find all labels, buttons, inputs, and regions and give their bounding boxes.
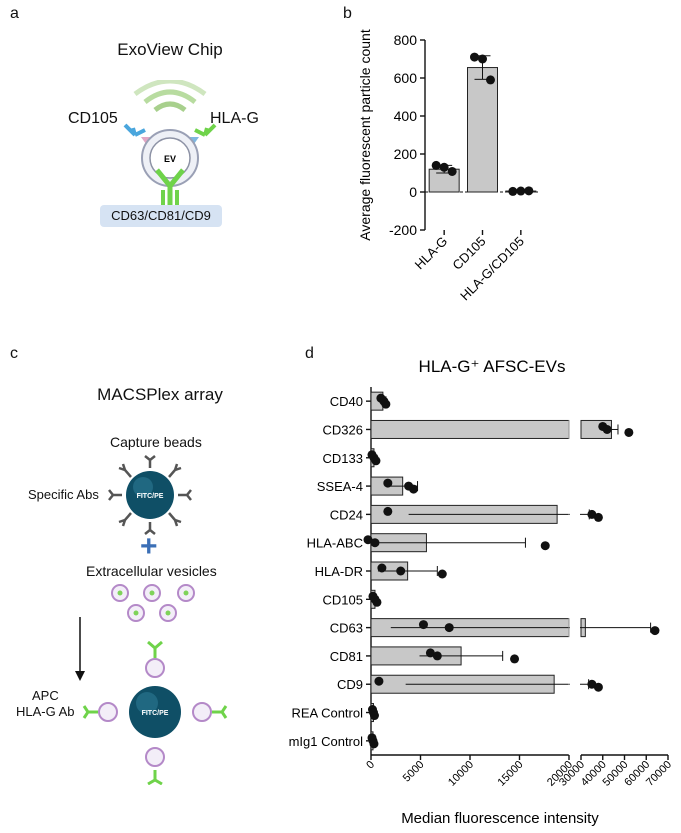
row-label: CD105 bbox=[323, 592, 363, 607]
row-label: CD133 bbox=[323, 451, 363, 466]
x-tick-label: 10000 bbox=[446, 759, 476, 789]
data-point bbox=[508, 186, 518, 196]
data-point bbox=[396, 566, 406, 576]
data-point bbox=[381, 399, 391, 409]
axis-break-gap bbox=[570, 387, 580, 763]
data-point bbox=[540, 541, 550, 551]
x-tick-label: HLA-G bbox=[412, 234, 451, 273]
row-label: CD326 bbox=[323, 422, 363, 437]
data-point bbox=[593, 512, 603, 522]
row-label: SSEA-4 bbox=[317, 479, 363, 494]
cd105-antibody-label: CD105 bbox=[68, 110, 118, 127]
row-label: CD24 bbox=[330, 507, 363, 522]
row-label: CD63 bbox=[330, 621, 363, 636]
data-point bbox=[383, 506, 393, 516]
cd105-antibody-icon bbox=[123, 123, 146, 137]
detection-complex-diagram: FITC/PE bbox=[82, 640, 228, 785]
data-point bbox=[369, 711, 379, 721]
x-tick-label: 5000 bbox=[401, 759, 427, 785]
wifi-signal-icon bbox=[133, 80, 207, 113]
row-label: mIg1 Control bbox=[289, 734, 364, 749]
data-point bbox=[369, 739, 379, 749]
panel-label-c: c bbox=[10, 345, 18, 362]
data-point bbox=[478, 54, 487, 64]
row-label: CD81 bbox=[330, 649, 363, 664]
bound-ev-icons bbox=[98, 658, 212, 767]
data-point bbox=[371, 456, 381, 466]
data-point bbox=[470, 52, 479, 62]
apc-label: APC bbox=[32, 688, 59, 703]
data-point bbox=[425, 648, 435, 658]
green-antibody-icons bbox=[82, 640, 228, 785]
plus-icon: + bbox=[140, 530, 158, 563]
specific-abs-label: Specific Abs bbox=[28, 487, 99, 502]
row-label: HLA-ABC bbox=[307, 536, 363, 551]
capture-chip: CD63/CD81/CD9 bbox=[100, 205, 222, 227]
panel-label-b: b bbox=[343, 5, 352, 22]
y-tick-label: 200 bbox=[394, 146, 418, 162]
data-point bbox=[593, 682, 603, 692]
y-tick-label: 400 bbox=[394, 108, 418, 124]
capture-bead-diagram: FITC/PE bbox=[108, 455, 192, 535]
x-axis-title: Median fluorescence intensity bbox=[401, 810, 599, 827]
row-label: CD40 bbox=[330, 394, 363, 409]
bar bbox=[370, 419, 570, 439]
bead-label-2: FITC/PE bbox=[142, 710, 169, 717]
capture-chip-label: CD63/CD81/CD9 bbox=[111, 208, 211, 223]
chart-title: HLA-G⁺ AFSC-EVs bbox=[419, 357, 566, 376]
data-point bbox=[516, 186, 526, 196]
capture-beads-label: Capture beads bbox=[110, 434, 202, 450]
data-point bbox=[444, 623, 454, 633]
arrow-down-icon bbox=[75, 617, 85, 681]
y-tick-label: 0 bbox=[409, 184, 417, 200]
exoview-title: ExoView Chip bbox=[117, 40, 223, 59]
ev-label: EV bbox=[164, 154, 176, 164]
data-point bbox=[372, 597, 382, 607]
ev-inner-circle bbox=[149, 137, 191, 179]
data-point bbox=[363, 535, 373, 545]
y-axis-title: Average fluorescent particle count bbox=[357, 29, 373, 241]
data-point bbox=[377, 563, 387, 573]
ev-cluster-icon bbox=[111, 584, 195, 622]
y-tick-label: -200 bbox=[389, 222, 417, 238]
exoview-diagram: EV bbox=[123, 80, 217, 208]
x-tick-label: 15000 bbox=[496, 759, 526, 789]
ev-text-label: Extracellular vesicles bbox=[86, 563, 217, 579]
antibody-spikes-icon bbox=[108, 455, 192, 535]
bar bbox=[467, 67, 498, 193]
data-point bbox=[383, 478, 393, 488]
y-tick-label: 800 bbox=[394, 32, 418, 48]
data-point bbox=[624, 427, 634, 437]
data-point bbox=[418, 620, 428, 630]
hlag-antibody-label: HLA-G bbox=[210, 110, 259, 127]
bead-label: FITC/PE bbox=[137, 493, 164, 500]
particle-count-chart: 800 600 400 200 0 -200 Average fluorescent par… bbox=[357, 29, 540, 303]
panel-label-d: d bbox=[305, 345, 314, 362]
x-tick-label: 70000 bbox=[644, 759, 674, 789]
x-tick-label: 0 bbox=[364, 759, 377, 772]
data-point bbox=[447, 166, 457, 176]
y-tick-label: 600 bbox=[394, 70, 418, 86]
data-point bbox=[409, 484, 419, 494]
data-point bbox=[431, 160, 441, 170]
data-point bbox=[437, 569, 447, 579]
data-point bbox=[486, 75, 495, 85]
data-point bbox=[524, 186, 534, 196]
hlag-antibody-icon bbox=[194, 123, 217, 137]
data-point bbox=[370, 538, 380, 548]
row-label: HLA-DR bbox=[315, 564, 363, 579]
panel-label-a: a bbox=[10, 5, 19, 22]
data-point bbox=[510, 654, 520, 664]
hlag-ab-label: HLA-G Ab bbox=[16, 704, 75, 719]
macsplex-title: MACSPlex array bbox=[97, 385, 223, 404]
mfi-chart: HLA-G⁺ AFSC-EVs CD40 CD326 CD133 SSEA-4 CD24 H… bbox=[289, 357, 675, 827]
data-point bbox=[374, 676, 384, 686]
data-point bbox=[602, 424, 612, 434]
data-point bbox=[439, 162, 449, 172]
data-point bbox=[432, 651, 442, 661]
row-label: REA Control bbox=[291, 706, 363, 721]
data-point bbox=[650, 626, 660, 636]
row-label: CD9 bbox=[337, 677, 363, 692]
